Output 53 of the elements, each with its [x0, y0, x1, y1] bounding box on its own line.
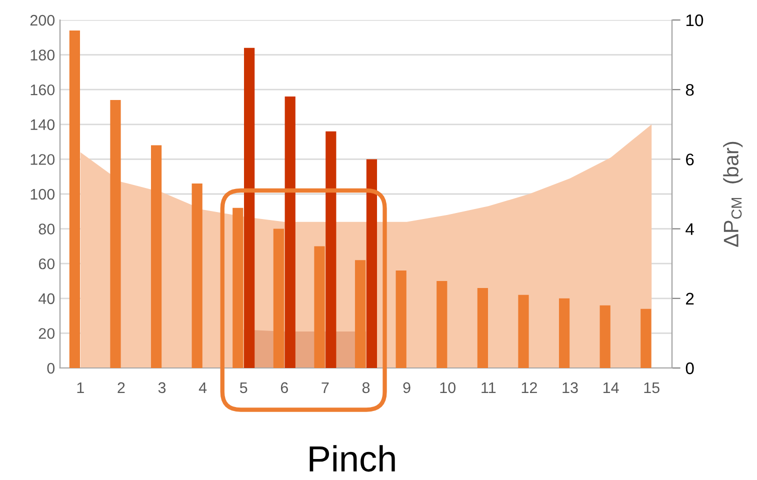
y-tick-label: 180 [30, 50, 55, 60]
y2-tick-label: 0 [686, 362, 694, 374]
y-tick-label: 160 [30, 84, 55, 96]
bar [436, 281, 448, 368]
bar [396, 270, 406, 368]
y-tick-label: 20 [38, 328, 55, 339]
bar [244, 48, 255, 368]
bar [192, 184, 202, 368]
bar [558, 298, 570, 368]
y2-axis-title: ΔP$_{CM}$ (bar) [723, 142, 743, 247]
y-tick-label: 200 [30, 14, 55, 26]
bar [477, 288, 488, 368]
y-tick-label: 0 [47, 362, 55, 374]
y2-tick-label: 10 [686, 14, 704, 26]
bar [273, 228, 284, 368]
y-tick-label: 40 [38, 293, 55, 304]
y2-tick-label: 6 [686, 154, 694, 166]
bar [640, 308, 652, 368]
y-tick-label: 140 [30, 119, 55, 130]
y-tick-label: 80 [38, 224, 55, 234]
bar [232, 208, 244, 368]
bar [110, 100, 121, 368]
x-tick-label: 12 [522, 382, 537, 393]
x-tick-label: 6 [280, 382, 288, 394]
y2-tick-label: 8 [686, 84, 694, 96]
bar [600, 305, 610, 368]
x-tick-label: 1 [77, 382, 84, 393]
x-tick-label: 3 [158, 382, 166, 394]
x-tick-label: 8 [362, 382, 370, 394]
bar [284, 96, 296, 368]
x-tick-label: 4 [198, 382, 207, 393]
x-tick-label: 13 [562, 382, 578, 394]
x-tick-label: 15 [644, 382, 660, 394]
y-tick-label: 60 [38, 258, 55, 270]
bar [366, 159, 378, 368]
y2-tick-label: 4 [686, 223, 694, 235]
y2-tick-label: 2 [686, 292, 694, 304]
y-tick-label: 120 [30, 154, 55, 165]
x-tick-label: 11 [482, 382, 496, 393]
x-tick-label: 10 [440, 382, 456, 394]
x-tick-label: 14 [603, 382, 619, 393]
bar [314, 246, 325, 368]
x-tick-label: 7 [322, 382, 329, 393]
text: Pinch [310, 445, 395, 472]
x-tick-label: 9 [403, 382, 410, 394]
bar [150, 145, 162, 368]
y-tick-label: 100 [30, 188, 55, 200]
bar [518, 294, 529, 368]
bar [326, 131, 336, 368]
bar [69, 30, 80, 368]
x-tick-label: 5 [240, 382, 248, 394]
bar [354, 260, 366, 368]
x-tick-label: 2 [118, 382, 125, 393]
